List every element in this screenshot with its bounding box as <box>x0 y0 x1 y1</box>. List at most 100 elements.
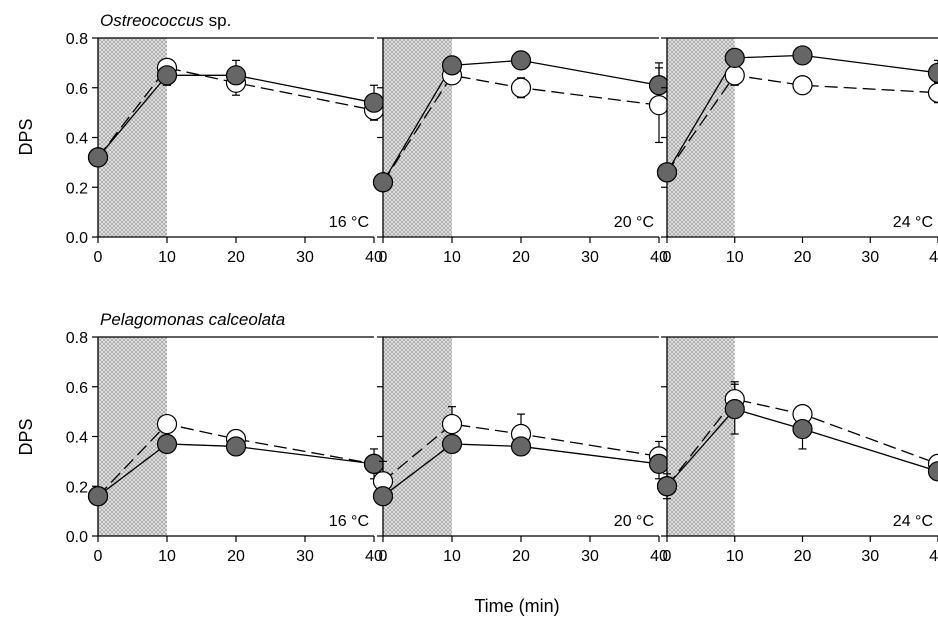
x-tick-label: 0 <box>663 548 672 565</box>
data-point-open <box>927 82 938 103</box>
temperature-label: 24 °C <box>893 214 933 231</box>
x-tick-label: 20 <box>794 548 812 565</box>
data-point-filled <box>648 75 670 96</box>
data-point-filled <box>225 65 247 86</box>
data-point-filled <box>510 436 532 457</box>
data-point-filled <box>372 486 394 507</box>
series-line-open <box>382 74 660 183</box>
data-point-filled <box>724 399 745 420</box>
data-point-open <box>648 95 670 116</box>
y-tick-label: 0.6 <box>66 380 88 397</box>
data-point-open <box>510 77 532 98</box>
series-line-filled <box>382 59 660 183</box>
x-tick-label: 20 <box>227 548 245 565</box>
y-tick-label: 0.6 <box>66 81 88 98</box>
series-line-open <box>97 67 375 158</box>
data-point-filled <box>656 162 678 183</box>
x-tick-label: 20 <box>512 249 530 266</box>
panel-2: 0 10 20 30 40 24 °C <box>656 37 938 266</box>
x-tick-label: 40 <box>929 249 938 266</box>
y-tick-label: 0.4 <box>66 131 88 148</box>
x-tick-label: 10 <box>726 249 744 266</box>
data-point-filled <box>225 436 247 457</box>
panel-4: 0 10 20 30 40 20 °C <box>372 336 670 565</box>
series-line-open <box>666 74 938 173</box>
series-line-filled <box>382 443 660 497</box>
shaded-interval <box>383 337 452 536</box>
x-tick-label: 10 <box>443 249 461 266</box>
x-tick-label: 20 <box>512 548 530 565</box>
data-point-filled <box>656 476 678 497</box>
y-tick-label: 0.8 <box>66 330 88 347</box>
data-point-filled <box>792 45 813 66</box>
series-line-open <box>382 423 660 482</box>
data-point-filled <box>724 47 745 69</box>
data-point-filled <box>648 453 670 474</box>
series-line-filled <box>97 74 375 158</box>
x-tick-label: 20 <box>794 249 812 266</box>
x-tick-label: 40 <box>650 249 668 266</box>
panel-title: Ostreococcus sp. <box>100 11 231 30</box>
panel-title-part: Ostreococcus <box>100 11 204 30</box>
x-tick-label: 0 <box>94 249 103 266</box>
y-tick-label: 0.4 <box>66 430 88 447</box>
shaded-interval <box>98 38 167 237</box>
data-point-open <box>724 65 745 86</box>
series-line-filled <box>666 54 938 173</box>
x-tick-label: 40 <box>365 249 383 266</box>
temperature-label: 20 °C <box>614 214 654 231</box>
data-point-filled <box>156 433 178 455</box>
x-tick-label: 10 <box>158 249 176 266</box>
x-tick-label: 30 <box>296 249 314 266</box>
temperature-label: 24 °C <box>893 513 933 530</box>
panel-title: Pelagomonas calceolata <box>100 310 285 329</box>
panel-5: 0 10 20 30 40 24 °C <box>656 336 938 565</box>
data-point-filled <box>927 461 938 482</box>
temperature-label: 20 °C <box>614 513 654 530</box>
panel-1: 0 10 20 30 40 20 °C <box>372 37 670 266</box>
panels-group: 0.0 0.2 0.4 0.6 0.8 0 10 20 30 40 16 °C Ostreococcu… <box>66 11 938 565</box>
data-point-open <box>156 413 178 435</box>
data-point-filled <box>441 55 463 76</box>
panel-title-part: sp. <box>204 11 231 30</box>
x-tick-label: 40 <box>929 548 938 565</box>
x-axis-label: Time (min) <box>474 596 559 616</box>
x-tick-label: 40 <box>365 548 383 565</box>
y-tick-label: 0.2 <box>66 180 88 197</box>
x-tick-label: 40 <box>650 548 668 565</box>
data-point-filled <box>792 418 813 440</box>
shaded-interval <box>383 38 452 237</box>
x-tick-label: 10 <box>726 548 744 565</box>
y-axis-label-bottom: DPS <box>16 418 36 455</box>
x-tick-label: 0 <box>663 249 672 266</box>
y-tick-label: 0.8 <box>66 31 88 48</box>
x-tick-label: 20 <box>227 249 245 266</box>
data-point-filled <box>363 453 385 474</box>
shaded-interval <box>667 38 735 237</box>
x-tick-label: 30 <box>861 548 879 565</box>
data-point-open <box>441 413 463 435</box>
x-tick-label: 30 <box>581 249 599 266</box>
y-tick-label: 0.2 <box>66 479 88 496</box>
y-axis-label-top: DPS <box>16 118 36 155</box>
series-line-filled <box>666 408 938 487</box>
panel-title-part: Pelagomonas calceolata <box>100 310 285 329</box>
x-tick-label: 30 <box>296 548 314 565</box>
temperature-label: 16 °C <box>329 513 369 530</box>
x-tick-label: 10 <box>443 548 461 565</box>
data-point-open <box>792 75 813 96</box>
y-tick-label: 0.0 <box>66 230 88 247</box>
x-tick-label: 0 <box>379 249 388 266</box>
data-point-filled <box>87 486 109 507</box>
series-line-filled <box>97 443 375 497</box>
x-tick-label: 0 <box>379 548 388 565</box>
data-point-filled <box>372 172 394 193</box>
x-tick-label: 30 <box>861 249 879 266</box>
data-point-filled <box>156 65 178 86</box>
panel-0: 0.0 0.2 0.4 0.6 0.8 0 10 20 30 40 16 °C Ostreococcu… <box>66 11 385 266</box>
series-line-open <box>666 398 938 487</box>
data-point-filled <box>927 62 938 83</box>
y-tick-label: 0.0 <box>66 529 88 546</box>
shaded-interval <box>98 337 167 536</box>
